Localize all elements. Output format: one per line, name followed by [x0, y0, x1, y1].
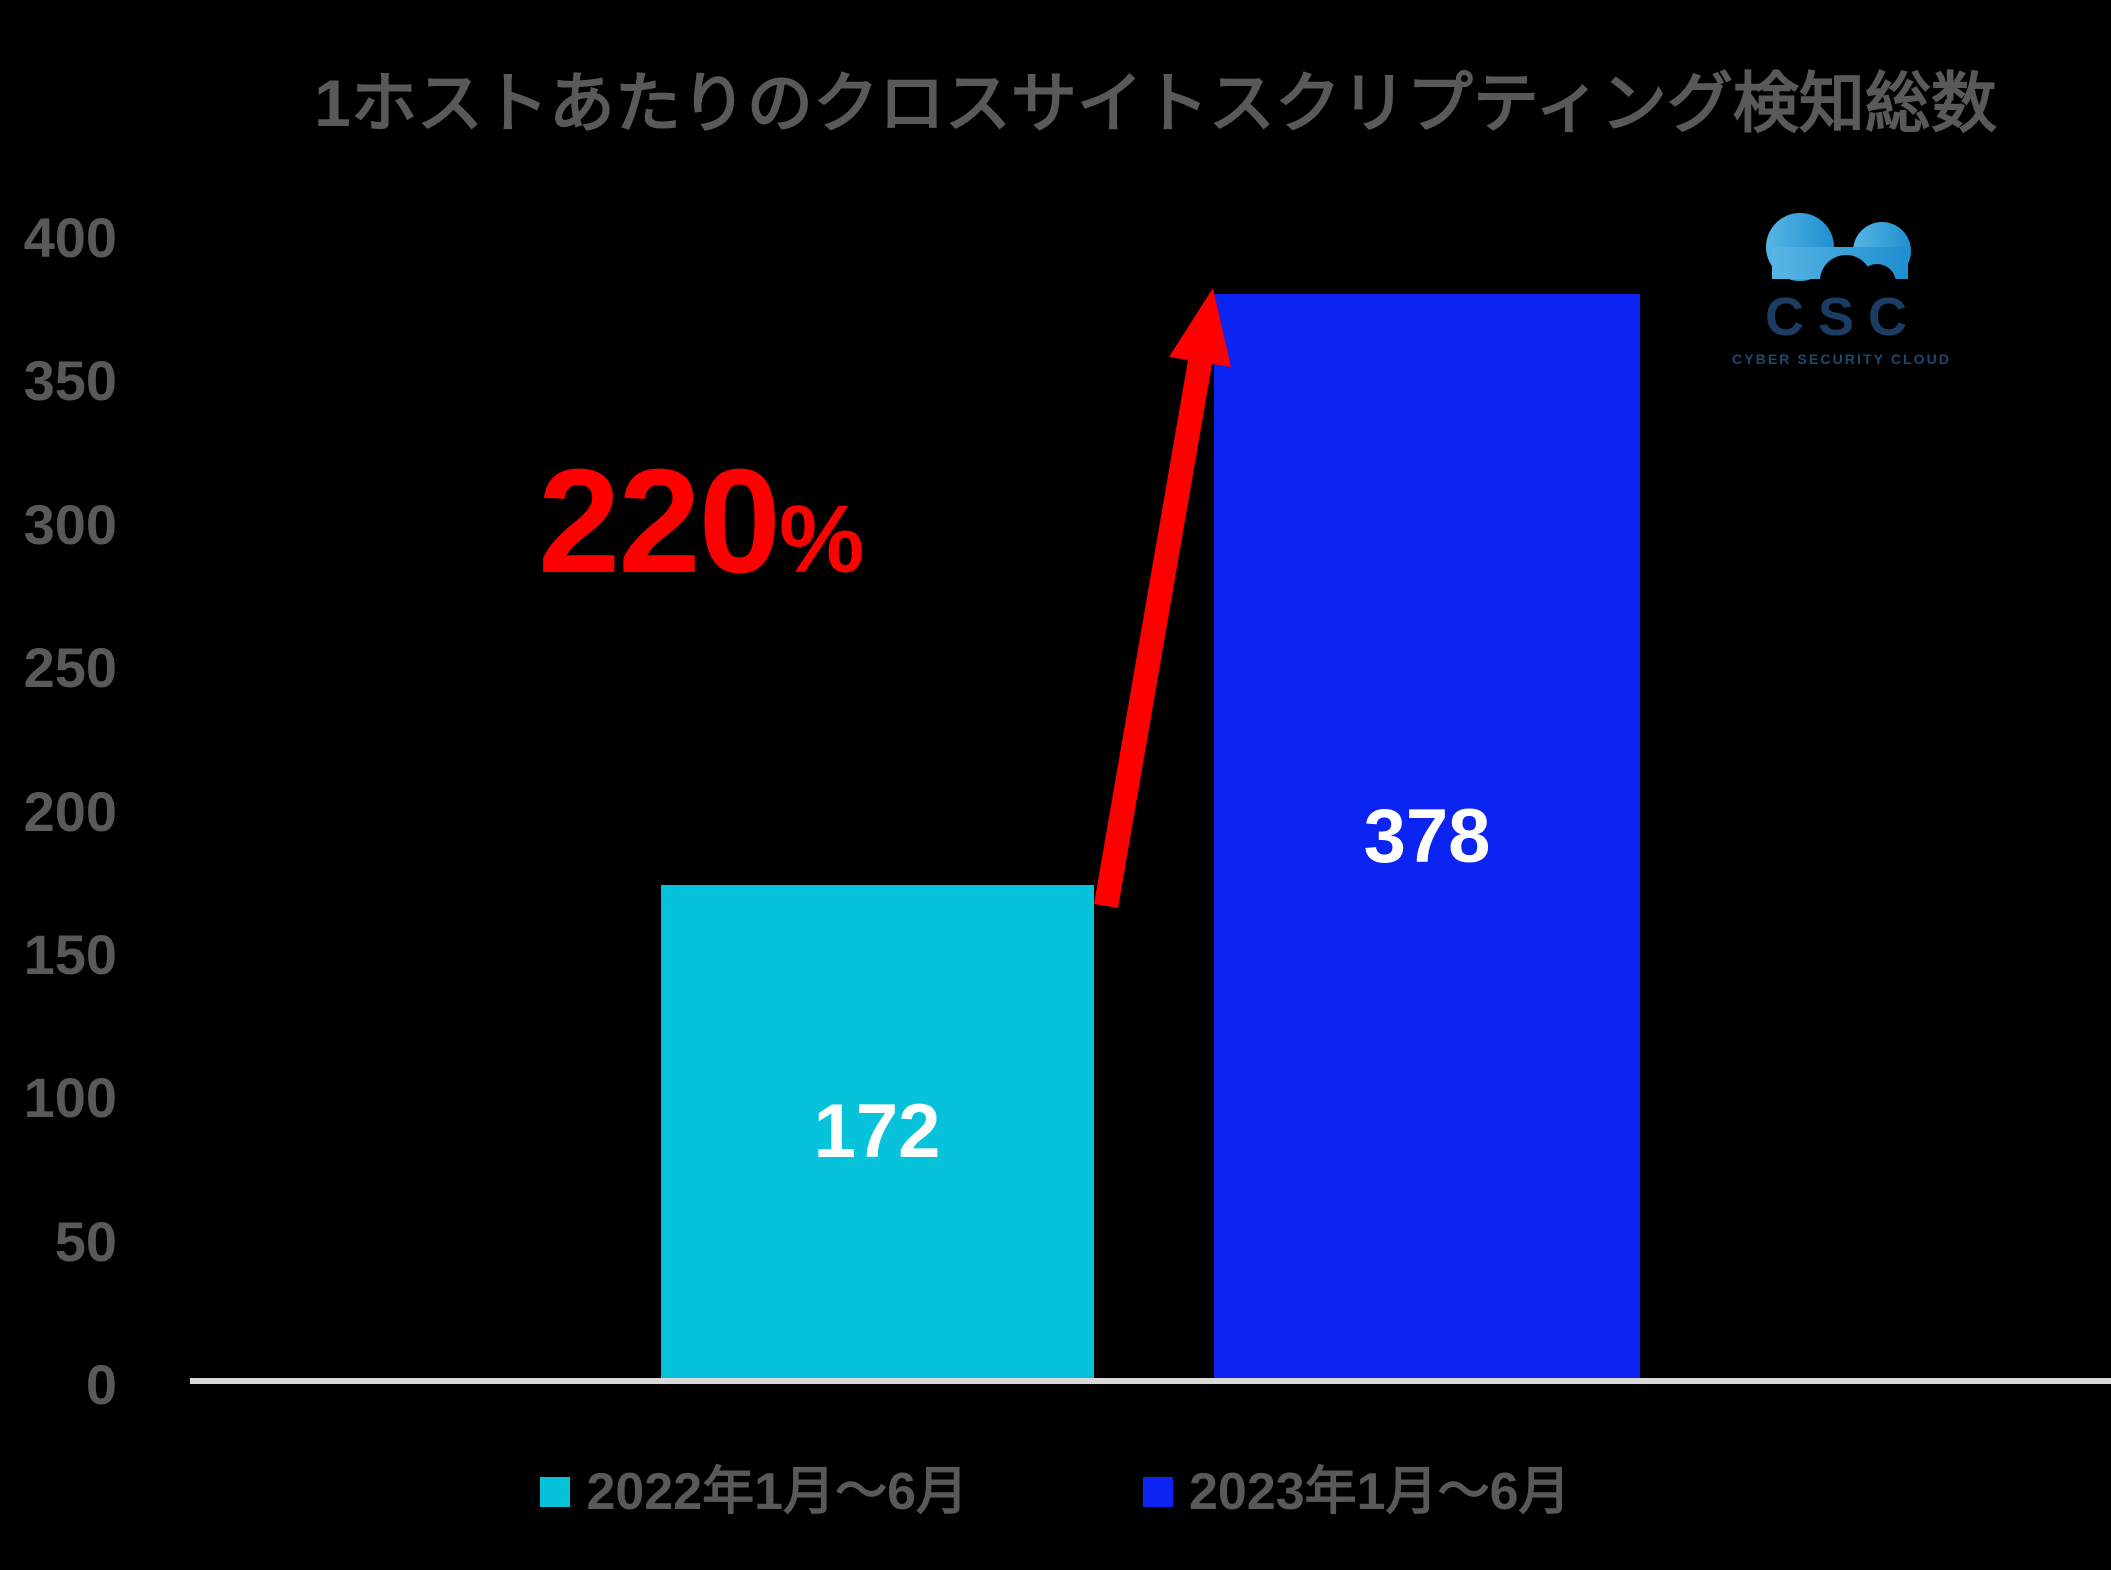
legend-label: 2022年1月〜6月 — [586, 1463, 968, 1521]
chart-title: 1ホストあたりのクロスサイトスクリプティング検知総数 — [314, 66, 1997, 140]
bar-value-label: 378 — [1363, 793, 1491, 879]
y-axis-tick-label: 350 — [23, 349, 117, 413]
csc-cloud-icon — [1766, 213, 1911, 307]
y-axis-tick-label: 200 — [23, 779, 117, 843]
bar-value-label: 172 — [813, 1089, 941, 1174]
growth-annotation: 220% — [538, 448, 864, 596]
x-axis-line — [190, 1378, 2111, 1384]
y-axis-tick-label: 250 — [23, 636, 117, 700]
legend-color-swatch-icon — [1143, 1477, 1173, 1507]
legend-item-2022: 2022年1月〜6月 — [540, 1466, 968, 1518]
legend-item-2023: 2023年1月〜6月 — [1143, 1466, 1571, 1518]
legend: 2022年1月〜6月 2023年1月〜6月 — [0, 1466, 2111, 1518]
y-axis-tick-label: 400 — [23, 206, 117, 269]
y-axis-tick-label: 150 — [23, 922, 117, 986]
logo-acronym: CSC — [1764, 287, 1921, 347]
growth-value: 220 — [538, 439, 781, 604]
legend-color-swatch-icon — [540, 1477, 571, 1507]
legend-label: 2023年1月〜6月 — [1189, 1463, 1571, 1521]
logo-tagline: CYBER SECURITY CLOUD — [1732, 351, 1952, 367]
y-axis-tick-label: 0 — [85, 1353, 117, 1416]
bar-2023: 378 — [1214, 294, 1640, 1378]
bar-2022: 172 — [660, 885, 1094, 1378]
y-axis-tick-label: 50 — [54, 1209, 117, 1273]
percent-sign: % — [778, 486, 865, 593]
y-axis-tick-label: 100 — [23, 1066, 117, 1130]
y-axis-tick-label: 300 — [23, 492, 117, 556]
csc-logo: CSC CYBER SECURITY CLOUD — [1730, 203, 1952, 367]
